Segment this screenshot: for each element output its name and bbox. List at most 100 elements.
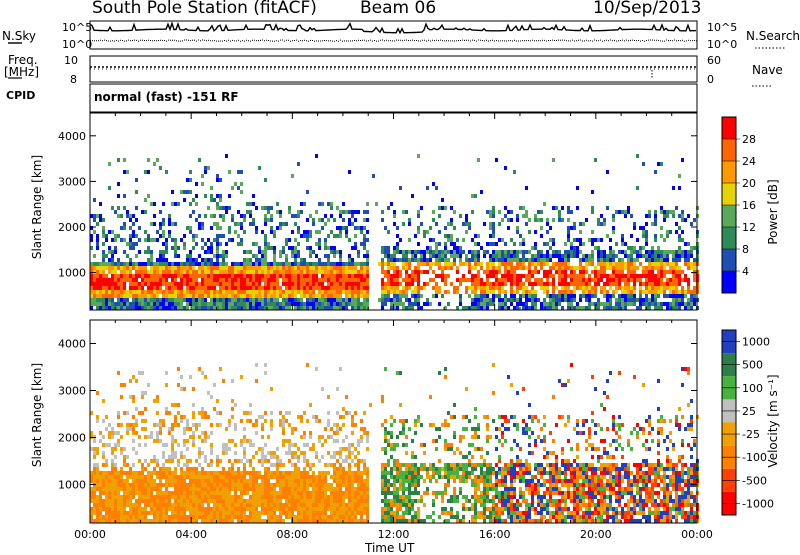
velocity-cell — [132, 519, 135, 523]
power-cell — [222, 262, 225, 266]
power-cell — [546, 290, 549, 294]
power-cell — [576, 206, 579, 210]
power-cell — [165, 258, 168, 262]
power-cell — [252, 302, 255, 306]
velocity-cell — [339, 499, 342, 503]
velocity-cell — [165, 459, 168, 463]
velocity-cell — [330, 475, 333, 479]
velocity-cell — [129, 519, 132, 523]
velocity-cell — [387, 483, 390, 487]
velocity-cell — [93, 511, 96, 515]
power-cell — [603, 274, 606, 278]
power-cell — [477, 278, 480, 282]
power-cell — [501, 218, 504, 222]
power-cell — [381, 246, 384, 250]
power-cell — [528, 218, 531, 222]
velocity-cell — [120, 507, 123, 511]
velocity-cell — [222, 471, 225, 475]
velocity-cell — [159, 515, 162, 519]
power-cell — [351, 302, 354, 306]
power-cell — [174, 250, 177, 254]
power-cell — [417, 250, 420, 254]
power-cell — [186, 278, 189, 282]
velocity-cell — [363, 459, 366, 463]
power-cell — [465, 230, 468, 234]
velocity-cell — [315, 511, 318, 515]
power-cell — [321, 226, 324, 230]
velocity-cell — [144, 495, 147, 499]
velocity-cell — [291, 443, 294, 447]
velocity-cell — [141, 475, 144, 479]
power-cell — [159, 254, 162, 258]
velocity-cell — [360, 459, 363, 463]
velocity-cell — [132, 463, 135, 467]
power-cell — [681, 270, 684, 274]
velocity-cell — [276, 455, 279, 459]
velocity-cell — [297, 515, 300, 519]
power-cell — [672, 290, 675, 294]
power-cell — [402, 262, 405, 266]
velocity-cell — [171, 451, 174, 455]
velocity-cell — [243, 511, 246, 515]
power-cell — [351, 258, 354, 262]
velocity-cell — [183, 475, 186, 479]
power-cell — [645, 250, 648, 254]
power-cell — [414, 290, 417, 294]
power-cell — [426, 270, 429, 274]
velocity-cell — [336, 467, 339, 471]
power-cell — [588, 298, 591, 302]
power-cell — [522, 302, 525, 306]
power-cell — [444, 250, 447, 254]
velocity-cell — [102, 419, 105, 423]
power-cell — [384, 274, 387, 278]
velocity-cell — [339, 479, 342, 483]
velocity-cell — [201, 415, 204, 419]
velocity-cell — [300, 415, 303, 419]
power-cell — [561, 298, 564, 302]
power-cell — [204, 306, 207, 310]
velocity-cell — [249, 507, 252, 511]
power-cell — [213, 302, 216, 306]
power-cell — [639, 302, 642, 306]
power-cell — [687, 298, 690, 302]
power-cell — [162, 274, 165, 278]
power-cell — [624, 242, 627, 246]
power-cell — [339, 278, 342, 282]
power-cell — [306, 262, 309, 266]
power-cell — [162, 254, 165, 258]
velocity-cell — [321, 515, 324, 519]
power-cell — [174, 298, 177, 302]
power-cell — [111, 274, 114, 278]
velocity-cell — [321, 511, 324, 515]
power-cell — [351, 278, 354, 282]
power-cell — [477, 298, 480, 302]
velocity-cell — [312, 443, 315, 447]
power-cell — [441, 278, 444, 282]
power-cell — [657, 250, 660, 254]
velocity-cell — [210, 447, 213, 451]
power-cell — [543, 242, 546, 246]
velocity-cell — [258, 499, 261, 503]
power-cell — [579, 250, 582, 254]
power-cell — [552, 254, 555, 258]
power-cell — [129, 278, 132, 282]
power-cell — [267, 246, 270, 250]
velocity-cell — [237, 495, 240, 499]
power-cell — [231, 262, 234, 266]
velocity-cell — [141, 483, 144, 487]
power-cell — [504, 282, 507, 286]
power-cell — [147, 278, 150, 282]
power-cell — [492, 270, 495, 274]
power-cell — [348, 258, 351, 262]
power-cell — [540, 254, 543, 258]
velocity-cell — [357, 471, 360, 475]
power-cell — [162, 298, 165, 302]
velocity-cell — [306, 511, 309, 515]
power-cell — [345, 290, 348, 294]
power-cell — [291, 294, 294, 298]
velocity-cell — [357, 503, 360, 507]
power-cell — [651, 254, 654, 258]
velocity-cell — [282, 507, 285, 511]
power-cell — [459, 298, 462, 302]
power-cell — [591, 258, 594, 262]
